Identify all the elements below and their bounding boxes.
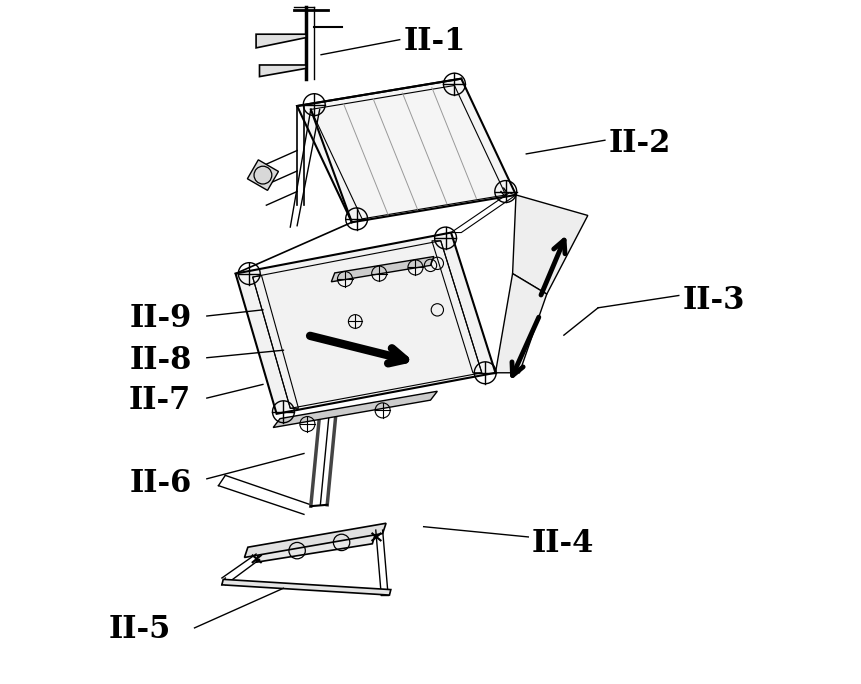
- Text: II-2: II-2: [609, 128, 671, 159]
- Text: II-1: II-1: [403, 25, 466, 57]
- Polygon shape: [222, 579, 391, 595]
- Polygon shape: [236, 233, 495, 414]
- Polygon shape: [245, 523, 386, 557]
- Text: II-9: II-9: [129, 302, 192, 334]
- Polygon shape: [495, 274, 547, 373]
- Polygon shape: [273, 391, 437, 428]
- Polygon shape: [297, 79, 516, 222]
- Polygon shape: [256, 34, 306, 48]
- Text: II-6: II-6: [129, 468, 192, 499]
- Polygon shape: [512, 195, 588, 294]
- Polygon shape: [247, 160, 278, 190]
- Text: II-7: II-7: [128, 384, 190, 416]
- Text: II-8: II-8: [129, 345, 192, 376]
- Polygon shape: [259, 65, 306, 77]
- Text: II-3: II-3: [682, 285, 745, 317]
- Text: II-5: II-5: [109, 614, 171, 645]
- Polygon shape: [331, 256, 434, 282]
- Polygon shape: [256, 532, 375, 562]
- Text: II-4: II-4: [532, 528, 594, 560]
